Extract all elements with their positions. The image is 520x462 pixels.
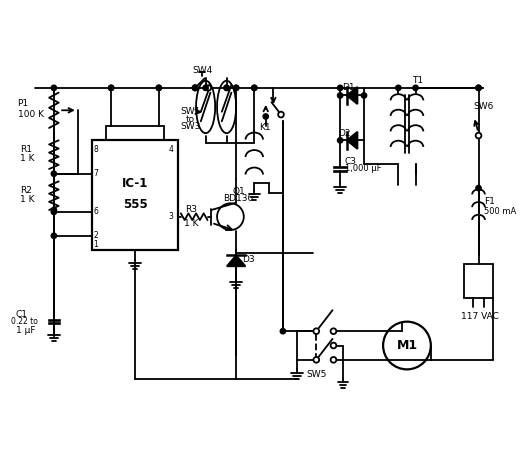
Circle shape xyxy=(337,93,343,98)
Text: 1: 1 xyxy=(94,240,98,249)
Text: M1: M1 xyxy=(396,339,418,352)
Circle shape xyxy=(51,171,57,176)
Circle shape xyxy=(233,85,239,91)
Text: 555: 555 xyxy=(123,198,147,211)
Polygon shape xyxy=(347,87,357,104)
Text: 1 K: 1 K xyxy=(20,154,35,163)
Circle shape xyxy=(203,85,209,91)
Polygon shape xyxy=(347,132,357,149)
Circle shape xyxy=(413,85,418,91)
Circle shape xyxy=(396,85,401,91)
Text: SW3: SW3 xyxy=(181,122,201,132)
Text: 0.22 to: 0.22 to xyxy=(11,317,38,326)
Text: 100 K: 100 K xyxy=(18,109,44,119)
Circle shape xyxy=(109,85,114,91)
Text: P1: P1 xyxy=(18,99,29,108)
Circle shape xyxy=(252,85,257,91)
Text: D2: D2 xyxy=(338,129,351,138)
Circle shape xyxy=(51,209,57,214)
Text: C1: C1 xyxy=(16,310,28,320)
Text: T1: T1 xyxy=(412,76,423,85)
Bar xyxy=(92,140,178,250)
Text: 1 K: 1 K xyxy=(184,219,199,228)
Circle shape xyxy=(51,207,57,213)
Circle shape xyxy=(314,328,319,334)
Text: 1 µF: 1 µF xyxy=(16,326,35,335)
Text: C3: C3 xyxy=(345,157,357,166)
Circle shape xyxy=(263,114,268,119)
Text: 7: 7 xyxy=(94,169,98,178)
Circle shape xyxy=(331,328,336,334)
Circle shape xyxy=(224,85,229,91)
Text: SW4: SW4 xyxy=(192,66,213,75)
Text: R3: R3 xyxy=(185,205,197,213)
Text: 1 K: 1 K xyxy=(20,195,35,204)
Text: 8: 8 xyxy=(94,146,98,154)
Text: 1,000 µF: 1,000 µF xyxy=(345,164,382,173)
Circle shape xyxy=(337,138,343,143)
Text: R1: R1 xyxy=(20,146,32,154)
Text: to: to xyxy=(186,115,194,124)
Text: SW5: SW5 xyxy=(307,370,327,379)
Text: F1: F1 xyxy=(484,197,495,206)
Text: R2: R2 xyxy=(20,187,32,195)
Circle shape xyxy=(476,133,482,139)
Circle shape xyxy=(278,112,284,117)
Circle shape xyxy=(476,85,481,91)
Text: SW6: SW6 xyxy=(474,103,494,111)
Circle shape xyxy=(337,85,343,91)
Circle shape xyxy=(51,233,57,238)
Circle shape xyxy=(331,343,336,348)
Bar xyxy=(464,264,493,298)
Circle shape xyxy=(280,328,285,334)
Circle shape xyxy=(233,85,239,91)
Circle shape xyxy=(192,85,198,91)
Circle shape xyxy=(51,85,57,91)
Text: SW1: SW1 xyxy=(181,107,201,116)
Text: BD136: BD136 xyxy=(223,194,253,203)
Circle shape xyxy=(109,85,114,91)
Circle shape xyxy=(252,85,257,91)
Circle shape xyxy=(361,93,367,98)
Text: 117 VAC: 117 VAC xyxy=(461,312,499,322)
Polygon shape xyxy=(227,255,245,266)
Circle shape xyxy=(476,85,481,91)
Text: 6: 6 xyxy=(94,207,98,216)
Text: 500 mA: 500 mA xyxy=(484,207,516,216)
Circle shape xyxy=(224,85,229,91)
Circle shape xyxy=(314,357,319,363)
Text: 3: 3 xyxy=(168,212,173,221)
Text: Q1: Q1 xyxy=(232,188,245,196)
Circle shape xyxy=(156,85,162,91)
Circle shape xyxy=(476,185,481,191)
Text: K1: K1 xyxy=(259,123,271,133)
Text: IC-1: IC-1 xyxy=(122,177,148,190)
Circle shape xyxy=(192,85,198,91)
Text: 2: 2 xyxy=(94,231,98,240)
Text: D3: D3 xyxy=(242,255,254,264)
Bar xyxy=(107,126,164,140)
Text: 4: 4 xyxy=(168,146,173,154)
Circle shape xyxy=(156,85,162,91)
Text: D1: D1 xyxy=(342,83,355,92)
Circle shape xyxy=(331,357,336,363)
Circle shape xyxy=(206,85,211,91)
